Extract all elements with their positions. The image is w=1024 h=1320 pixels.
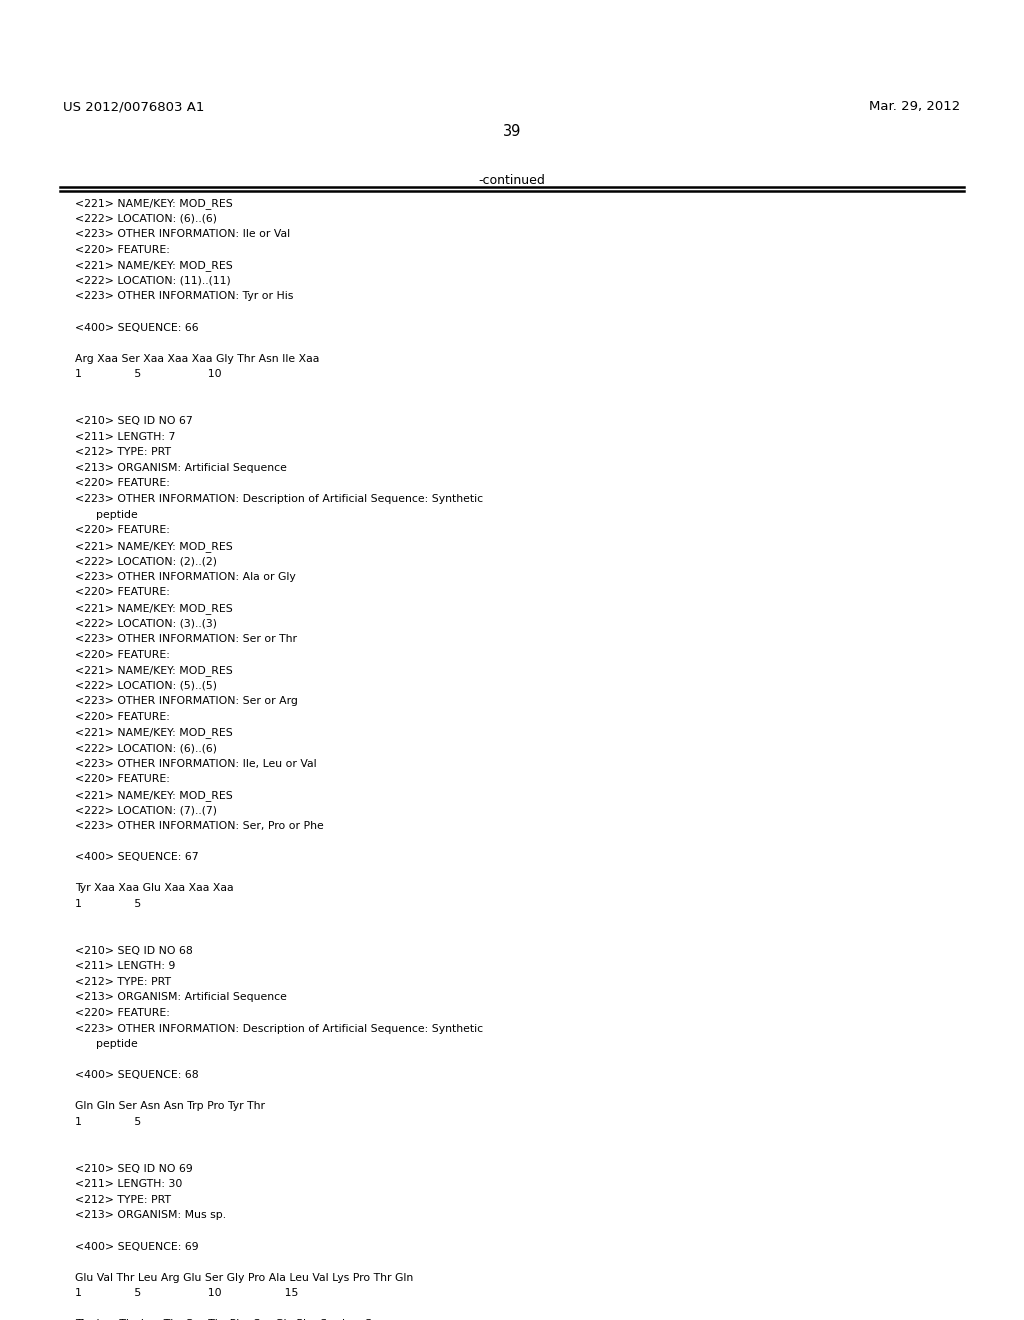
Text: Gln Gln Ser Asn Asn Trp Pro Tyr Thr: Gln Gln Ser Asn Asn Trp Pro Tyr Thr [75, 1101, 265, 1111]
Text: <400> SEQUENCE: 67: <400> SEQUENCE: 67 [75, 853, 199, 862]
Text: <212> TYPE: PRT: <212> TYPE: PRT [75, 447, 171, 457]
Text: <213> ORGANISM: Artificial Sequence: <213> ORGANISM: Artificial Sequence [75, 463, 287, 473]
Text: 1               5                   10: 1 5 10 [75, 370, 221, 379]
Text: Mar. 29, 2012: Mar. 29, 2012 [869, 100, 961, 114]
Text: <220> FEATURE:: <220> FEATURE: [75, 587, 170, 598]
Text: <223> OTHER INFORMATION: Ser or Thr: <223> OTHER INFORMATION: Ser or Thr [75, 634, 297, 644]
Text: <223> OTHER INFORMATION: Description of Artificial Sequence: Synthetic: <223> OTHER INFORMATION: Description of … [75, 1023, 483, 1034]
Text: <223> OTHER INFORMATION: Description of Artificial Sequence: Synthetic: <223> OTHER INFORMATION: Description of … [75, 494, 483, 504]
Text: Arg Xaa Ser Xaa Xaa Xaa Gly Thr Asn Ile Xaa: Arg Xaa Ser Xaa Xaa Xaa Gly Thr Asn Ile … [75, 354, 319, 364]
Text: <221> NAME/KEY: MOD_RES: <221> NAME/KEY: MOD_RES [75, 727, 232, 738]
Text: <223> OTHER INFORMATION: Ala or Gly: <223> OTHER INFORMATION: Ala or Gly [75, 572, 296, 582]
Text: Tyr Xaa Xaa Glu Xaa Xaa Xaa: Tyr Xaa Xaa Glu Xaa Xaa Xaa [75, 883, 233, 894]
Text: <220> FEATURE:: <220> FEATURE: [75, 478, 170, 488]
Text: <223> OTHER INFORMATION: Ser or Arg: <223> OTHER INFORMATION: Ser or Arg [75, 697, 298, 706]
Text: <220> FEATURE:: <220> FEATURE: [75, 775, 170, 784]
Text: <221> NAME/KEY: MOD_RES: <221> NAME/KEY: MOD_RES [75, 541, 232, 552]
Text: -continued: -continued [478, 174, 546, 187]
Text: <221> NAME/KEY: MOD_RES: <221> NAME/KEY: MOD_RES [75, 789, 232, 801]
Text: <220> FEATURE:: <220> FEATURE: [75, 244, 170, 255]
Text: <222> LOCATION: (3)..(3): <222> LOCATION: (3)..(3) [75, 619, 217, 628]
Text: <220> FEATURE:: <220> FEATURE: [75, 649, 170, 660]
Text: <223> OTHER INFORMATION: Ser, Pro or Phe: <223> OTHER INFORMATION: Ser, Pro or Phe [75, 821, 324, 832]
Text: <210> SEQ ID NO 68: <210> SEQ ID NO 68 [75, 945, 193, 956]
Text: <400> SEQUENCE: 68: <400> SEQUENCE: 68 [75, 1071, 199, 1080]
Text: <211> LENGTH: 30: <211> LENGTH: 30 [75, 1179, 182, 1189]
Text: <223> OTHER INFORMATION: Ile or Val: <223> OTHER INFORMATION: Ile or Val [75, 230, 290, 239]
Text: <211> LENGTH: 7: <211> LENGTH: 7 [75, 432, 175, 442]
Text: <222> LOCATION: (5)..(5): <222> LOCATION: (5)..(5) [75, 681, 217, 690]
Text: <213> ORGANISM: Mus sp.: <213> ORGANISM: Mus sp. [75, 1210, 226, 1221]
Text: <212> TYPE: PRT: <212> TYPE: PRT [75, 977, 171, 987]
Text: <400> SEQUENCE: 66: <400> SEQUENCE: 66 [75, 322, 199, 333]
Text: <222> LOCATION: (6)..(6): <222> LOCATION: (6)..(6) [75, 743, 217, 754]
Text: <222> LOCATION: (11)..(11): <222> LOCATION: (11)..(11) [75, 276, 230, 286]
Text: US 2012/0076803 A1: US 2012/0076803 A1 [63, 100, 205, 114]
Text: <212> TYPE: PRT: <212> TYPE: PRT [75, 1195, 171, 1205]
Text: <222> LOCATION: (6)..(6): <222> LOCATION: (6)..(6) [75, 214, 217, 223]
Text: 39: 39 [503, 124, 521, 139]
Text: <221> NAME/KEY: MOD_RES: <221> NAME/KEY: MOD_RES [75, 198, 232, 209]
Text: <220> FEATURE:: <220> FEATURE: [75, 711, 170, 722]
Text: <220> FEATURE:: <220> FEATURE: [75, 525, 170, 535]
Text: Glu Val Thr Leu Arg Glu Ser Gly Pro Ala Leu Val Lys Pro Thr Gln: Glu Val Thr Leu Arg Glu Ser Gly Pro Ala … [75, 1272, 413, 1283]
Text: <220> FEATURE:: <220> FEATURE: [75, 1008, 170, 1018]
Text: <210> SEQ ID NO 67: <210> SEQ ID NO 67 [75, 416, 193, 426]
Text: <210> SEQ ID NO 69: <210> SEQ ID NO 69 [75, 1164, 193, 1173]
Text: <223> OTHER INFORMATION: Ile, Leu or Val: <223> OTHER INFORMATION: Ile, Leu or Val [75, 759, 316, 768]
Text: <221> NAME/KEY: MOD_RES: <221> NAME/KEY: MOD_RES [75, 665, 232, 676]
Text: 1               5: 1 5 [75, 1117, 141, 1127]
Text: 1               5: 1 5 [75, 899, 141, 909]
Text: <213> ORGANISM: Artificial Sequence: <213> ORGANISM: Artificial Sequence [75, 993, 287, 1002]
Text: peptide: peptide [75, 510, 137, 520]
Text: <221> NAME/KEY: MOD_RES: <221> NAME/KEY: MOD_RES [75, 260, 232, 271]
Text: <221> NAME/KEY: MOD_RES: <221> NAME/KEY: MOD_RES [75, 603, 232, 614]
Text: <222> LOCATION: (7)..(7): <222> LOCATION: (7)..(7) [75, 805, 217, 816]
Text: 1               5                   10                  15: 1 5 10 15 [75, 1288, 298, 1299]
Text: peptide: peptide [75, 1039, 137, 1049]
Text: <211> LENGTH: 9: <211> LENGTH: 9 [75, 961, 175, 972]
Text: <400> SEQUENCE: 69: <400> SEQUENCE: 69 [75, 1242, 199, 1251]
Text: <222> LOCATION: (2)..(2): <222> LOCATION: (2)..(2) [75, 556, 217, 566]
Text: <223> OTHER INFORMATION: Tyr or His: <223> OTHER INFORMATION: Tyr or His [75, 292, 293, 301]
